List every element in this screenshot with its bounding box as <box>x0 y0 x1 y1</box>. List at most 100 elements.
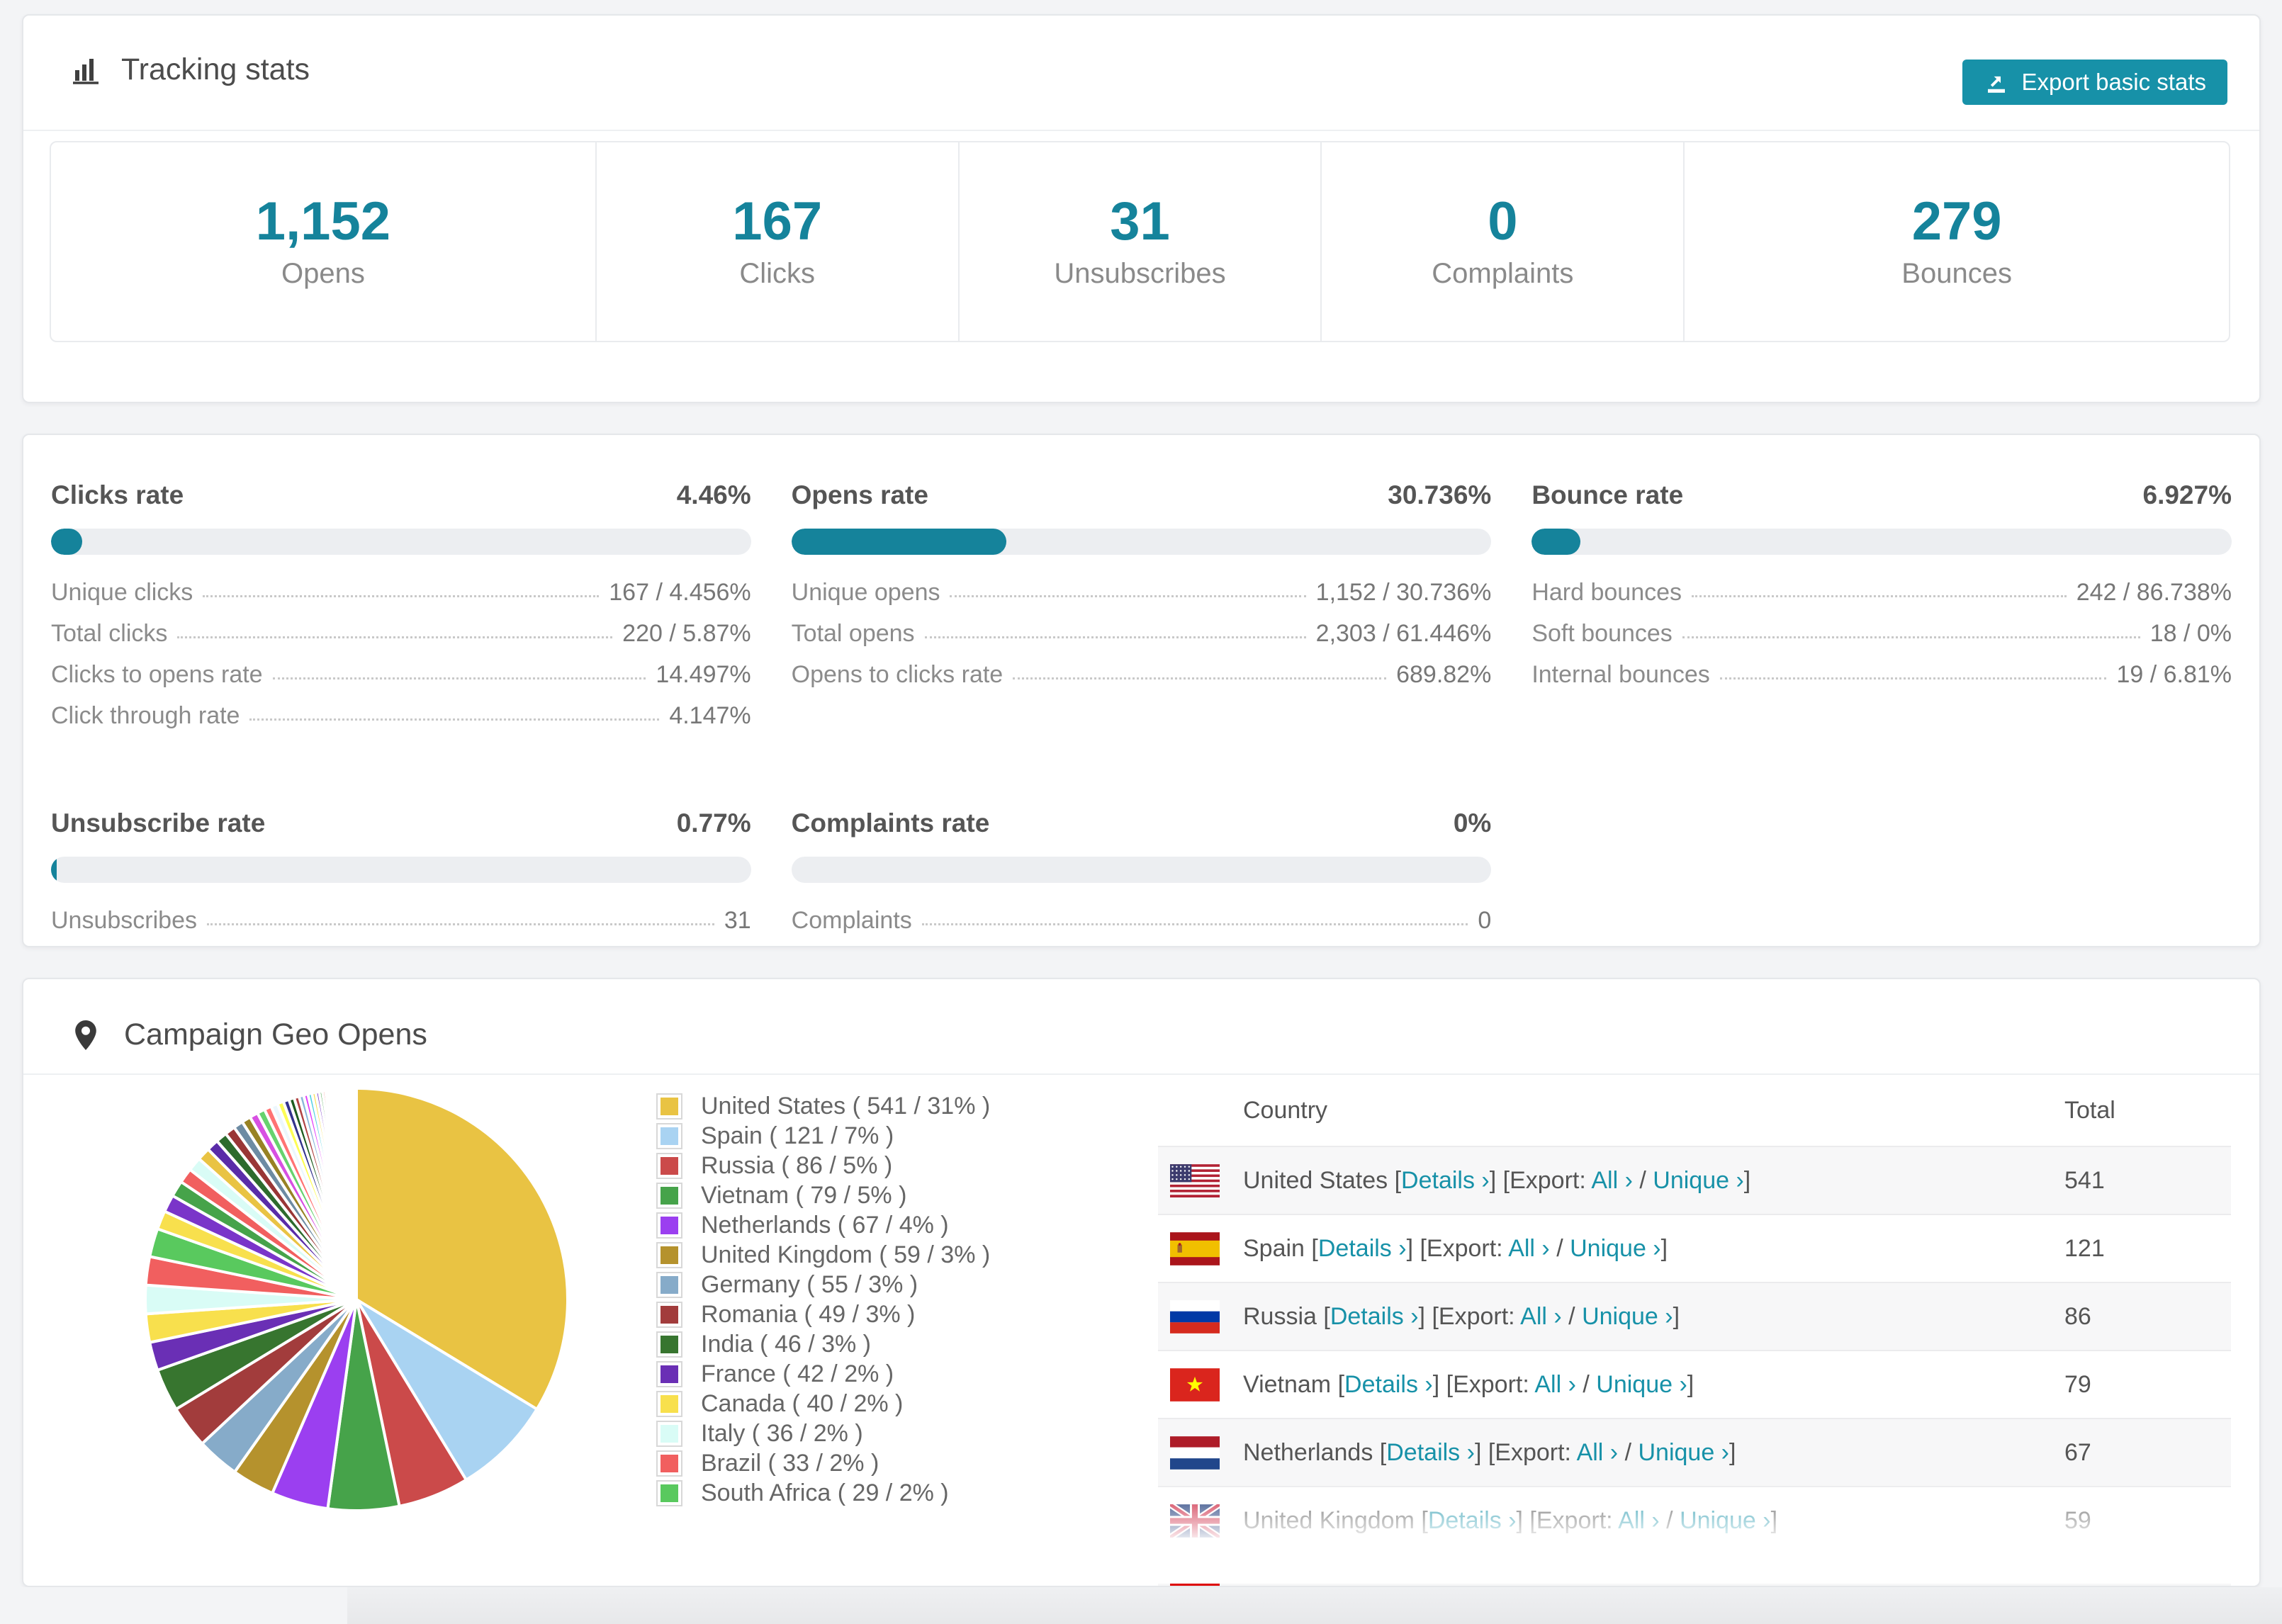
link-punctuation: ] <box>1729 1438 1736 1466</box>
legend-swatch <box>656 1241 682 1268</box>
legend-swatch <box>656 1152 682 1179</box>
link-punctuation: Export: <box>1426 1234 1509 1262</box>
details-link[interactable]: Details › <box>1344 1370 1433 1398</box>
rate-title: Opens rate <box>791 480 928 509</box>
rate-progress-fill <box>1531 529 1580 555</box>
export-unique-link[interactable]: Unique › <box>1570 1234 1661 1262</box>
export-unique-link[interactable]: Unique › <box>1680 1506 1771 1534</box>
legend-label: Vietnam ( 79 / 5% ) <box>701 1181 907 1209</box>
rate-detail-rows: Unique clicks 167 / 4.456% Total clicks 220… <box>51 579 751 743</box>
legend-swatch <box>656 1331 682 1358</box>
legend-swatch <box>656 1301 682 1328</box>
tracking-stats-card: Tracking stats Export basic stats 1,152 O… <box>22 14 2261 403</box>
export-unique-link[interactable]: Unique › <box>1653 1166 1744 1194</box>
rate-progress-bar <box>791 857 1492 883</box>
de-flag-icon <box>1170 1572 1220 1586</box>
export-all-link[interactable]: All › <box>1576 1438 1619 1466</box>
legend-item-south-africa: South Africa ( 29 / 2% ) <box>656 1478 990 1508</box>
rate-panel-bounce-rate: Bounce rate 6.927% Hard bounces 242 / 86.73… <box>1531 480 2232 743</box>
rate-progress-bar <box>51 857 751 883</box>
rate-detail-row: Hard bounces 242 / 86.738% <box>1531 579 2232 620</box>
rate-detail-row: Unique opens 1,152 / 30.736% <box>792 579 1492 620</box>
export-unique-link[interactable]: Unique › <box>1638 1438 1729 1466</box>
rate-title: Bounce rate <box>1531 480 1684 509</box>
details-link[interactable]: Details › <box>1386 1438 1475 1466</box>
tracking-stats-header: Tracking stats <box>23 16 2259 87</box>
table-row-spain: Spain [Details ›] [Export: All › / Uniqu… <box>1158 1214 2231 1282</box>
rate-row-label: Total opens <box>791 620 915 647</box>
details-link[interactable]: Details › <box>1317 1234 1407 1262</box>
link-punctuation: ] [ <box>1489 1166 1510 1194</box>
rate-row-value: 2,303 / 61.446% <box>1315 620 1492 647</box>
rate-detail-row: Internal bounces 19 / 6.81% <box>1531 661 2232 702</box>
legend-label: South Africa ( 29 / 2% ) <box>701 1479 949 1506</box>
dotted-leader <box>924 634 1306 638</box>
link-punctuation: Export: <box>1510 1166 1592 1194</box>
details-link[interactable]: Details › <box>1427 1506 1517 1534</box>
legend-swatch <box>656 1360 682 1387</box>
rate-detail-row: Soft bounces 18 / 0% <box>1531 620 2232 661</box>
rate-row-value: 0 <box>1478 907 1492 934</box>
rate-progress-fill <box>51 529 83 555</box>
rate-row-label: Unique opens <box>791 579 940 606</box>
table-row-united-kingdom: United Kingdom [Details ›] [Export: All … <box>1158 1486 2231 1554</box>
legend-label: Netherlands ( 67 / 4% ) <box>701 1211 949 1239</box>
stat-label: Clicks <box>739 258 816 290</box>
geo-opens-header: Campaign Geo Opens <box>23 979 2259 1052</box>
rate-detail-row: Clicks to opens rate 14.497% <box>51 661 751 702</box>
link-punctuation: [ <box>1373 1438 1387 1466</box>
rate-row-label: Soft bounces <box>1531 620 1673 647</box>
export-all-link[interactable]: All › <box>1591 1166 1633 1194</box>
rate-row-value: 220 / 5.87% <box>622 620 751 647</box>
export-all-link[interactable]: All › <box>1520 1302 1562 1330</box>
stat-label: Complaints <box>1432 258 1574 290</box>
stat-value: 279 <box>1911 191 2002 252</box>
total-cell: 67 <box>2064 1438 2091 1466</box>
legend-swatch <box>656 1212 682 1239</box>
link-punctuation: ] <box>1660 1234 1668 1262</box>
country-name: Spain <box>1243 1234 1305 1262</box>
link-punctuation: Export: <box>1453 1370 1535 1398</box>
table-row-vietnam: Vietnam [Details ›] [Export: All › / Uni… <box>1158 1350 2231 1418</box>
legend-label: United Kingdom ( 59 / 3% ) <box>701 1241 991 1268</box>
export-basic-stats-button[interactable]: Export basic stats <box>1962 60 2227 105</box>
link-punctuation: [ <box>1304 1234 1318 1262</box>
export-all-link[interactable]: All › <box>1508 1234 1550 1262</box>
rate-panel-unsubscribe-rate: Unsubscribe rate 0.77% Unsubscribes 31 <box>51 808 751 948</box>
details-link[interactable]: Details › <box>1330 1302 1419 1330</box>
export-unique-link[interactable]: Unique › <box>1596 1370 1687 1398</box>
link-punctuation: [ <box>1331 1370 1345 1398</box>
export-all-link[interactable]: All › <box>1534 1370 1576 1398</box>
pie-legend: United States ( 541 / 31% ) Spain ( 121 /… <box>656 1091 990 1508</box>
country-cell: Netherlands [Details ›] [Export: All › /… <box>1243 1439 2064 1467</box>
legend-item-vietnam: Vietnam ( 79 / 5% ) <box>656 1180 990 1210</box>
link-punctuation: Export: <box>1438 1302 1521 1330</box>
country-name: Vietnam <box>1243 1370 1332 1398</box>
rate-detail-row: Click through rate 4.147% <box>51 702 751 743</box>
rate-panel-opens-rate: Opens rate 30.736% Unique opens 1,152 / 30.… <box>791 480 1492 743</box>
stat-box-clicks: 167 Clicks <box>597 142 960 341</box>
legend-swatch <box>656 1182 682 1209</box>
column-header-total: Total <box>2064 1096 2115 1124</box>
link-punctuation: ] <box>1673 1302 1680 1330</box>
legend-item-brazil: Brazil ( 33 / 2% ) <box>656 1448 990 1478</box>
details-link[interactable]: Details › <box>1401 1166 1490 1194</box>
rate-value: 6.927% <box>2142 480 2232 509</box>
header-divider <box>23 1073 2259 1075</box>
rates-card: Clicks rate 4.46% Unique clicks 167 / 4.456… <box>22 434 2261 947</box>
rate-row-label: Internal bounces <box>1531 661 1710 688</box>
geo-opens-table: Country Total United States [Details ›] [E… <box>1158 1075 2231 1586</box>
link-punctuation: / <box>1549 1234 1570 1262</box>
legend-swatch <box>656 1479 682 1506</box>
rate-panel-heading: Complaints rate 0% <box>792 808 1492 838</box>
export-all-link[interactable]: All › <box>1618 1506 1660 1534</box>
stat-value: 0 <box>1488 191 1518 252</box>
vn-flag-icon <box>1170 1368 1220 1402</box>
dotted-leader <box>249 716 660 721</box>
total-cell: 79 <box>2064 1370 2091 1398</box>
rate-row-label: Click through rate <box>51 702 240 729</box>
geo-table-header: Country Total <box>1158 1075 2231 1146</box>
link-punctuation: ] <box>1687 1370 1694 1398</box>
export-unique-link[interactable]: Unique › <box>1582 1302 1673 1330</box>
rate-row-label: Opens to clicks rate <box>791 661 1004 688</box>
